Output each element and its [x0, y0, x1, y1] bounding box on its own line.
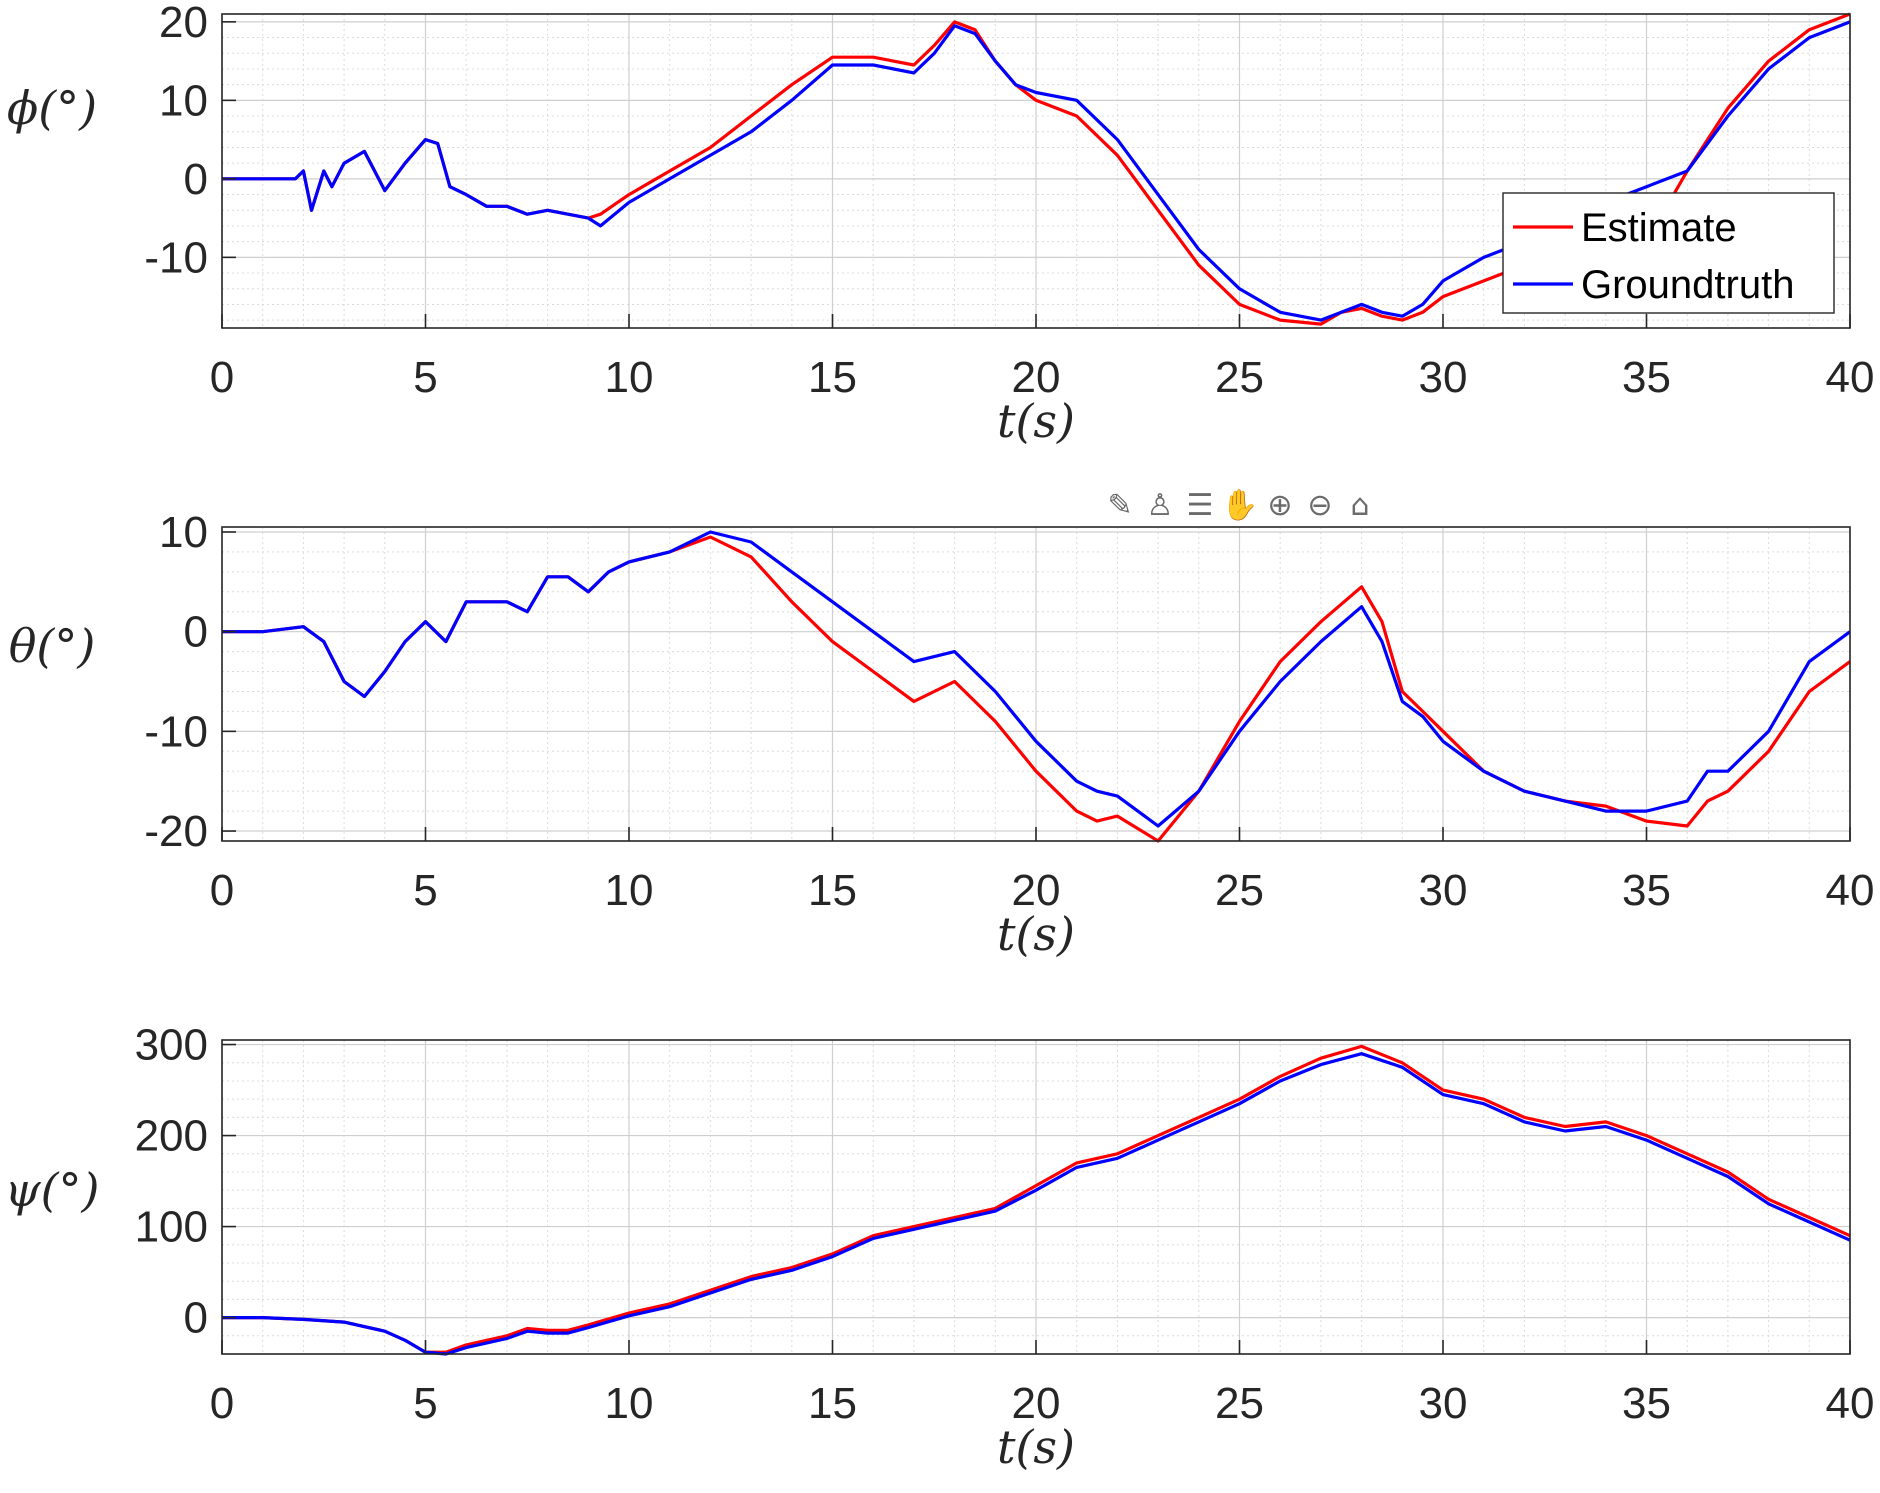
zoom-in-icon[interactable]: ⊕	[1267, 488, 1292, 523]
x-tick-label: 0	[210, 353, 234, 402]
export-icon[interactable]: ✎	[1107, 488, 1132, 523]
x-tick-label: 0	[210, 866, 234, 915]
brush-icon[interactable]: ♙	[1147, 488, 1174, 523]
x-tick-label: 10	[605, 1379, 654, 1428]
y-tick-label: 0	[184, 155, 208, 204]
x-tick-label: 40	[1826, 866, 1875, 915]
home-icon[interactable]: ⌂	[1350, 488, 1369, 523]
pan-icon[interactable]: ✋	[1221, 487, 1258, 523]
x-tick-label: 35	[1622, 353, 1671, 402]
legend-box	[1502, 192, 1835, 314]
x-axis-label: t(s)	[997, 907, 1075, 961]
y-tick-label: -20	[144, 807, 208, 856]
series-line-groundtruth[interactable]	[222, 20, 1851, 322]
legend[interactable]: Estimate Groundtruth	[1502, 192, 1835, 314]
y-tick-label: -10	[144, 233, 208, 282]
x-tick-label: 5	[413, 1379, 437, 1428]
x-axis-label: t(s)	[997, 1420, 1075, 1474]
x-tick-label: 40	[1826, 353, 1875, 402]
datatip-icon[interactable]: ☰	[1187, 488, 1214, 523]
legend-entry: Groundtruth	[1581, 263, 1794, 307]
x-tick-label: 25	[1215, 1379, 1264, 1428]
x-tick-label: 30	[1419, 1379, 1468, 1428]
x-tick-label: 10	[605, 866, 654, 915]
series-line-groundtruth[interactable]	[222, 530, 1851, 828]
series-line-groundtruth[interactable]	[222, 1052, 1851, 1356]
x-tick-label: 25	[1215, 353, 1264, 402]
x-tick-label: 15	[808, 866, 857, 915]
x-tick-label: 10	[605, 353, 654, 402]
psi-subplot: 0 5 10 15 20 25 30 35 40 0 100 200 300 t(s) ψ(°)	[5, 1021, 1875, 1474]
x-tick-label: 5	[413, 866, 437, 915]
x-axis-label: t(s)	[997, 394, 1075, 448]
x-tick-label: 15	[808, 353, 857, 402]
x-tick-label: 30	[1419, 353, 1468, 402]
y-axis-label: θ(°)	[9, 619, 96, 673]
axes-toolbar[interactable]: ✎ ♙ ☰ ✋ ⊕ ⊖ ⌂	[1107, 487, 1369, 523]
zoom-out-icon[interactable]: ⊖	[1307, 488, 1332, 523]
phi-subplot: 0 5 10 15 20 25 30 35 40-1001020t(s)ϕ(°)Estimate…	[7, 0, 1875, 448]
y-tick-label: 100	[135, 1203, 208, 1252]
y-tick-label: 10	[159, 508, 208, 557]
y-axis-label: ψ(°)	[5, 1163, 100, 1217]
x-tick-label: 15	[808, 1379, 857, 1428]
x-tick-label: 0	[210, 1379, 234, 1428]
legend-entry: Estimate	[1581, 206, 1737, 250]
series-line-estimate[interactable]	[222, 1044, 1851, 1354]
x-tick-label: 20	[1012, 866, 1061, 915]
x-tick-label: 40	[1826, 1379, 1875, 1428]
y-tick-label: 0	[184, 1294, 208, 1343]
x-tick-label: 35	[1622, 866, 1671, 915]
x-tick-label: 30	[1419, 866, 1468, 915]
x-tick-label: 35	[1622, 1379, 1671, 1428]
y-axis-label: ϕ(°)	[7, 81, 97, 135]
y-tick-label: 20	[159, 0, 208, 47]
x-tick-label: 20	[1012, 1379, 1061, 1428]
y-tick-label: 300	[135, 1021, 208, 1070]
theta-subplot: 0 5 10 15 20 25 30 35 40 -20 -10 0 10 t(s) θ(°)	[9, 508, 1875, 961]
y-tick-label: 0	[184, 608, 208, 657]
x-tick-label: 25	[1215, 866, 1264, 915]
y-tick-label: -10	[144, 707, 208, 756]
y-tick-label: 10	[159, 76, 208, 125]
x-tick-label: 5	[413, 353, 437, 402]
minor-grid	[221, 527, 1851, 841]
minor-grid	[221, 14, 1851, 328]
x-tick-label: 20	[1012, 353, 1061, 402]
y-tick-label: 200	[135, 1112, 208, 1161]
